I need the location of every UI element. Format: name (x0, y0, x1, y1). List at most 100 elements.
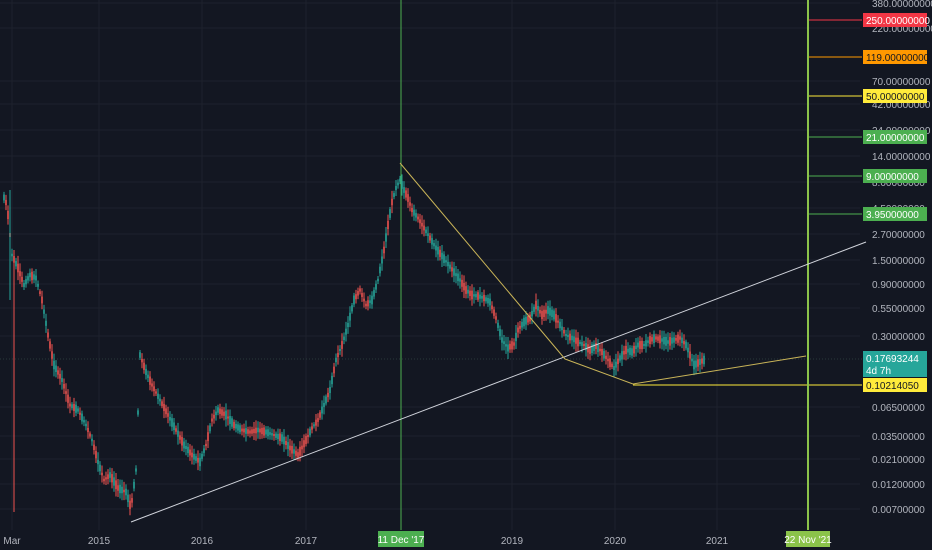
candle-body (445, 260, 447, 263)
y-tick-label: 0.06500000 (872, 403, 925, 414)
candlestick-series (3, 174, 705, 516)
candle-body (283, 436, 285, 445)
candle-body (3, 194, 5, 201)
candle-body (533, 306, 535, 312)
candle-body (409, 202, 411, 206)
candle-body (127, 494, 129, 503)
price-axis[interactable]: 380.00000000 220.00000000 70.00000000 42.00… (872, 0, 932, 516)
candle-body (23, 283, 25, 287)
candle-body (45, 320, 47, 326)
candle-body (543, 309, 545, 317)
candle-body (5, 199, 7, 206)
candle-body (219, 408, 221, 414)
candle-body (703, 355, 705, 365)
candle-body (699, 359, 701, 365)
candle-body (553, 310, 555, 320)
candle-body (389, 209, 391, 218)
candle-body (299, 446, 301, 456)
candle-body (143, 362, 145, 370)
candle-body (161, 401, 163, 407)
candle-body (519, 325, 521, 329)
candle-body (329, 386, 331, 394)
x-tick-label: 2021 (706, 536, 729, 547)
time-axis[interactable]: Mar 2015 2016 2017 2019 2020 2021 (3, 536, 728, 547)
candle-body (359, 288, 361, 292)
candle-body (483, 294, 485, 302)
candle-body (113, 477, 115, 486)
candle-body (149, 376, 151, 385)
candle-body (255, 427, 257, 434)
candle-body (75, 404, 77, 413)
candle-body (67, 394, 69, 403)
candle-body (453, 268, 455, 276)
candle-body (473, 294, 475, 297)
candle-body (497, 322, 499, 328)
candle-body (15, 260, 17, 267)
candle-body (57, 370, 59, 375)
candle-body (217, 407, 219, 413)
candle-body (209, 425, 211, 432)
price-tag-box (863, 207, 927, 221)
candle-body (493, 309, 495, 316)
candle-body (93, 444, 95, 451)
candle-body (159, 398, 161, 402)
price-tag-box (863, 13, 927, 27)
candle-body (185, 446, 187, 449)
candle-body (471, 290, 473, 300)
price-tag-label: 50.00000000 (866, 92, 925, 103)
price-tag-box (863, 50, 927, 64)
x-tick-label: 2017 (295, 536, 318, 547)
candle-body (651, 337, 653, 342)
candle-body (363, 298, 365, 302)
candle-body (393, 193, 395, 197)
date-marker-label: 22 Nov '21 (784, 535, 832, 546)
candle-body (649, 336, 651, 344)
candle-body (415, 213, 417, 218)
candle-body (355, 294, 357, 300)
price-tag-label: 9.00000000 (866, 172, 919, 183)
candle-body (505, 344, 507, 347)
descending-trendline (399, 162, 566, 360)
candle-body (637, 342, 639, 348)
candle-body (403, 187, 405, 193)
candle-body (141, 359, 143, 363)
candle-body (11, 253, 13, 257)
candle-body (189, 449, 191, 456)
candle-body (385, 233, 387, 242)
candle-body (95, 451, 97, 459)
long-term-trendline (130, 241, 867, 523)
candle-body (515, 332, 517, 342)
candle-body (301, 445, 303, 450)
candle-body (655, 336, 657, 340)
candle-body (485, 297, 487, 302)
candle-body (507, 344, 509, 352)
candle-body (317, 418, 319, 422)
date-marker-label: 11 Dec '17 (378, 535, 425, 546)
candle-body (375, 283, 377, 290)
candle-body (155, 391, 157, 394)
candle-body (499, 329, 501, 337)
candle-body (605, 355, 607, 359)
candle-body (619, 355, 621, 361)
y-tick-label: 14.00000000 (872, 152, 931, 163)
candle-body (327, 392, 329, 398)
candle-body (479, 294, 481, 299)
candle-body (101, 472, 103, 476)
candle-body (457, 273, 459, 282)
candle-body (439, 249, 441, 257)
y-tick-label: 8.00000000 (872, 178, 925, 189)
candle-body (39, 291, 41, 294)
candle-body (451, 267, 453, 272)
candle-body (365, 303, 367, 307)
y-tick-label: 2.70000000 (872, 230, 925, 241)
candle-body (661, 338, 663, 342)
x-tick-label: 2020 (604, 536, 627, 547)
y-tick-label: 0.01200000 (872, 480, 925, 491)
drawing-tools[interactable] (130, 162, 867, 523)
candle-body (333, 366, 335, 374)
candle-body (503, 341, 505, 345)
candle-body (567, 334, 569, 338)
support-price-box (863, 378, 927, 392)
candle-body (565, 333, 567, 337)
